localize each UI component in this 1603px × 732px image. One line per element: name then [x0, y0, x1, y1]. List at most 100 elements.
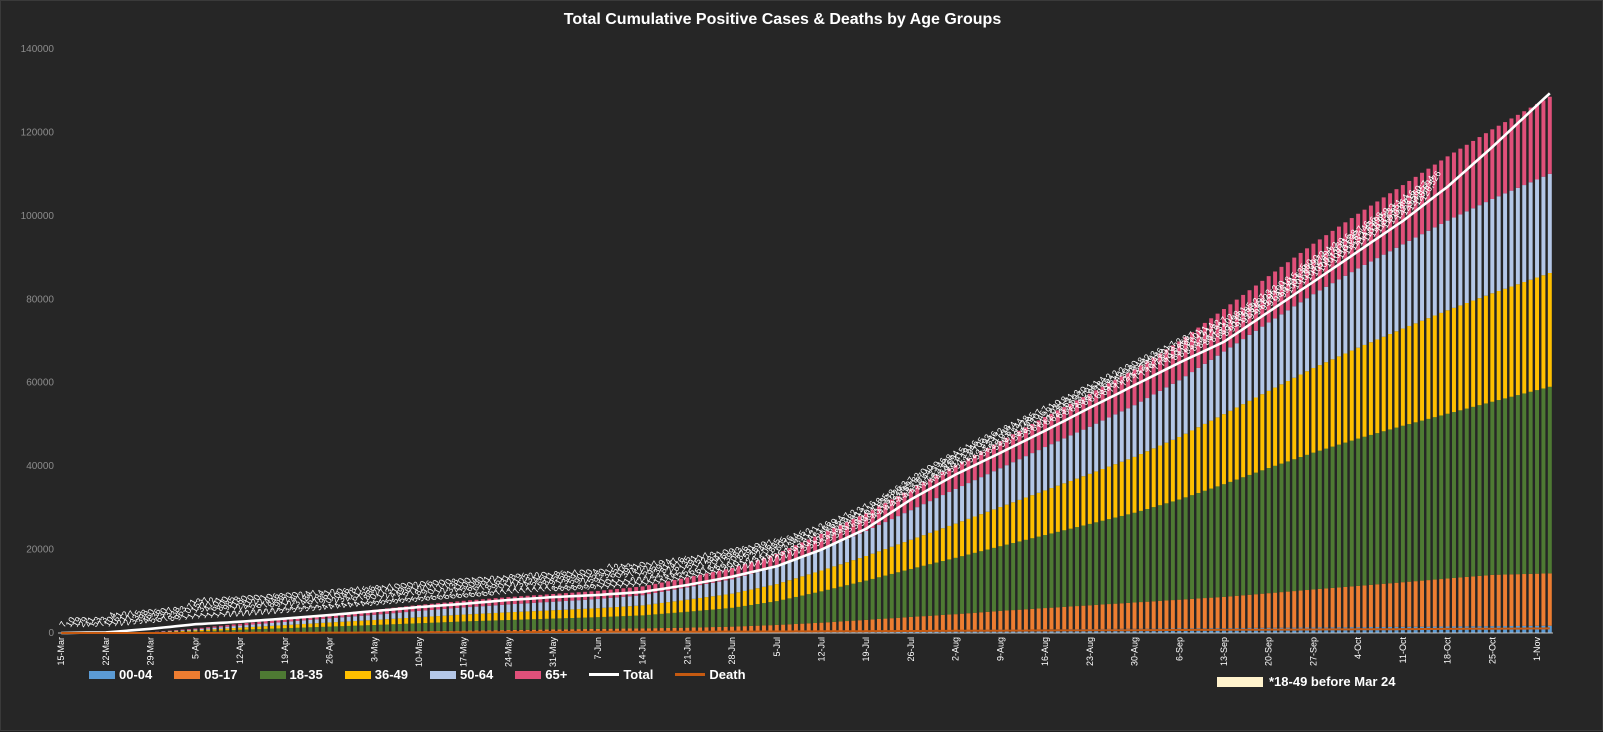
- bar-segment-36-49: [404, 618, 408, 624]
- bar-segment-36-49: [998, 507, 1002, 546]
- bar-segment-05-17: [807, 623, 811, 631]
- bar-segment-36-49: [666, 602, 670, 613]
- bar-segment-65plus: [1458, 149, 1462, 215]
- bar-segment-36-49: [756, 588, 760, 604]
- bar-segment-50-64: [340, 617, 344, 621]
- bar-segment-36-49: [455, 615, 459, 622]
- bar-segment-05-17: [1446, 579, 1450, 627]
- bar-segment-50-64: [1254, 331, 1258, 398]
- bar-segment-65plus: [1465, 145, 1469, 212]
- bar-segment-18-35: [430, 623, 434, 631]
- bar-segment-18-35: [762, 603, 766, 625]
- bar-segment-36-49: [903, 542, 907, 571]
- bar-segment-36-49: [500, 613, 504, 621]
- bar-segment-05-17: [1260, 594, 1264, 628]
- bar-segment-36-49: [1203, 424, 1207, 491]
- x-tick-label: 27-Sep: [1308, 637, 1318, 666]
- bar-segment-50-64: [998, 468, 1002, 507]
- bar-segment-18-35: [1094, 522, 1098, 605]
- x-tick-label: 25-Oct: [1487, 637, 1497, 665]
- bar-segment-50-64: [1075, 433, 1079, 479]
- bar-segment-36-49: [819, 571, 823, 592]
- bar-segment-50-64: [321, 619, 325, 623]
- bar-segment-36-49: [609, 607, 613, 616]
- bar-segment-05-17: [1254, 594, 1258, 628]
- bar-segment-36-49: [960, 521, 964, 556]
- bar-segment-18-35: [411, 624, 415, 632]
- bar-segment-50-64: [257, 624, 261, 627]
- x-tick-label: 29-Mar: [146, 637, 156, 666]
- legend-item-total: Total: [589, 667, 653, 682]
- bar-segment-50-64: [1024, 456, 1028, 497]
- bar-segment-18-35: [570, 618, 574, 629]
- bar-segment-36-49: [276, 625, 280, 628]
- bar-segment-50-64: [621, 597, 625, 607]
- bar-segment-36-49: [973, 517, 977, 553]
- bar-segment-05-17: [954, 614, 958, 630]
- bar-segment-50-64: [296, 621, 300, 624]
- bar-segment-18-35: [1471, 407, 1475, 577]
- bar-segment-50-64: [1177, 380, 1181, 437]
- bar-segment-36-49: [851, 560, 855, 584]
- bar-segment-05-17: [934, 615, 938, 630]
- bar-segment-50-64: [1101, 421, 1105, 469]
- bar-segment-36-49: [181, 631, 185, 632]
- bar-segment-05-17: [1324, 588, 1328, 627]
- bar-segment-36-49: [417, 617, 421, 623]
- legend-item-death: Death: [675, 667, 745, 682]
- bar-segment-50-64: [1356, 268, 1360, 347]
- bar-segment-05-17: [1394, 583, 1398, 627]
- bar-segment-50-64: [225, 627, 229, 629]
- bar-segment-05-17: [858, 620, 862, 630]
- bar-segment-50-64: [264, 624, 268, 627]
- bar-segment-36-49: [1145, 451, 1149, 509]
- bar-segment-36-49: [788, 580, 792, 598]
- bar-segment-36-49: [436, 616, 440, 622]
- bar-segment-18-35: [487, 621, 491, 631]
- bar-segment-36-49: [200, 630, 204, 631]
- bar-segment-18-35: [589, 617, 593, 629]
- bar-segment-05-17: [1497, 575, 1501, 626]
- bar-segment-50-64: [832, 544, 836, 566]
- bar-segment-05-17: [1375, 584, 1379, 627]
- bar-segment-05-17: [1420, 581, 1424, 627]
- bar-segment-18-35: [462, 621, 466, 630]
- bar-segment-65plus: [1541, 100, 1545, 176]
- x-tick-label: 12-Apr: [235, 637, 245, 664]
- x-tick-label: 4-Oct: [1353, 637, 1363, 660]
- bar-segment-36-49: [794, 578, 798, 597]
- bar-segment-36-49: [1407, 326, 1411, 424]
- bar-segment-50-64: [1203, 364, 1207, 424]
- bar-segment-05-17: [1190, 599, 1194, 629]
- bar-segment-50-64: [1516, 188, 1520, 284]
- bar-segment-36-49: [193, 630, 197, 631]
- bar-segment-36-49: [1248, 401, 1252, 475]
- bar-segment-36-49: [1126, 459, 1130, 514]
- bar-segment-36-49: [1363, 345, 1367, 437]
- bar-segment-05-17: [1465, 577, 1469, 626]
- bar-segment-65plus: [1522, 111, 1526, 185]
- bar-segment-05-17: [1158, 601, 1162, 629]
- bar-segment-50-64: [1305, 298, 1309, 371]
- bar-segment-05-17: [1126, 603, 1130, 629]
- bar-segment-50-64: [960, 486, 964, 521]
- bar-segment-36-49: [621, 607, 625, 617]
- legend-label-65plus: 65+: [545, 667, 567, 682]
- bar-segment-36-49: [1279, 384, 1283, 463]
- bar-segment-36-49: [1222, 414, 1226, 484]
- bar-segment-18-35: [986, 550, 990, 612]
- bar-segment-50-64: [532, 603, 536, 611]
- bar-segment-50-64: [1260, 327, 1264, 395]
- bar-segment-50-64: [436, 609, 440, 616]
- bar-segment-18-35: [730, 608, 734, 627]
- bar-segment-05-17: [1222, 597, 1226, 628]
- bar-segment-50-64: [551, 602, 555, 611]
- bar-segment-36-49: [941, 528, 945, 561]
- bar-segment-05-17: [1433, 580, 1437, 627]
- bar-segment-18-35: [807, 594, 811, 623]
- bar-segment-50-64: [1069, 435, 1073, 481]
- bar-segment-36-49: [1235, 407, 1239, 479]
- bar-segment-36-49: [1548, 273, 1552, 387]
- bar-segment-36-49: [372, 620, 376, 625]
- bar-segment-18-35: [398, 624, 402, 631]
